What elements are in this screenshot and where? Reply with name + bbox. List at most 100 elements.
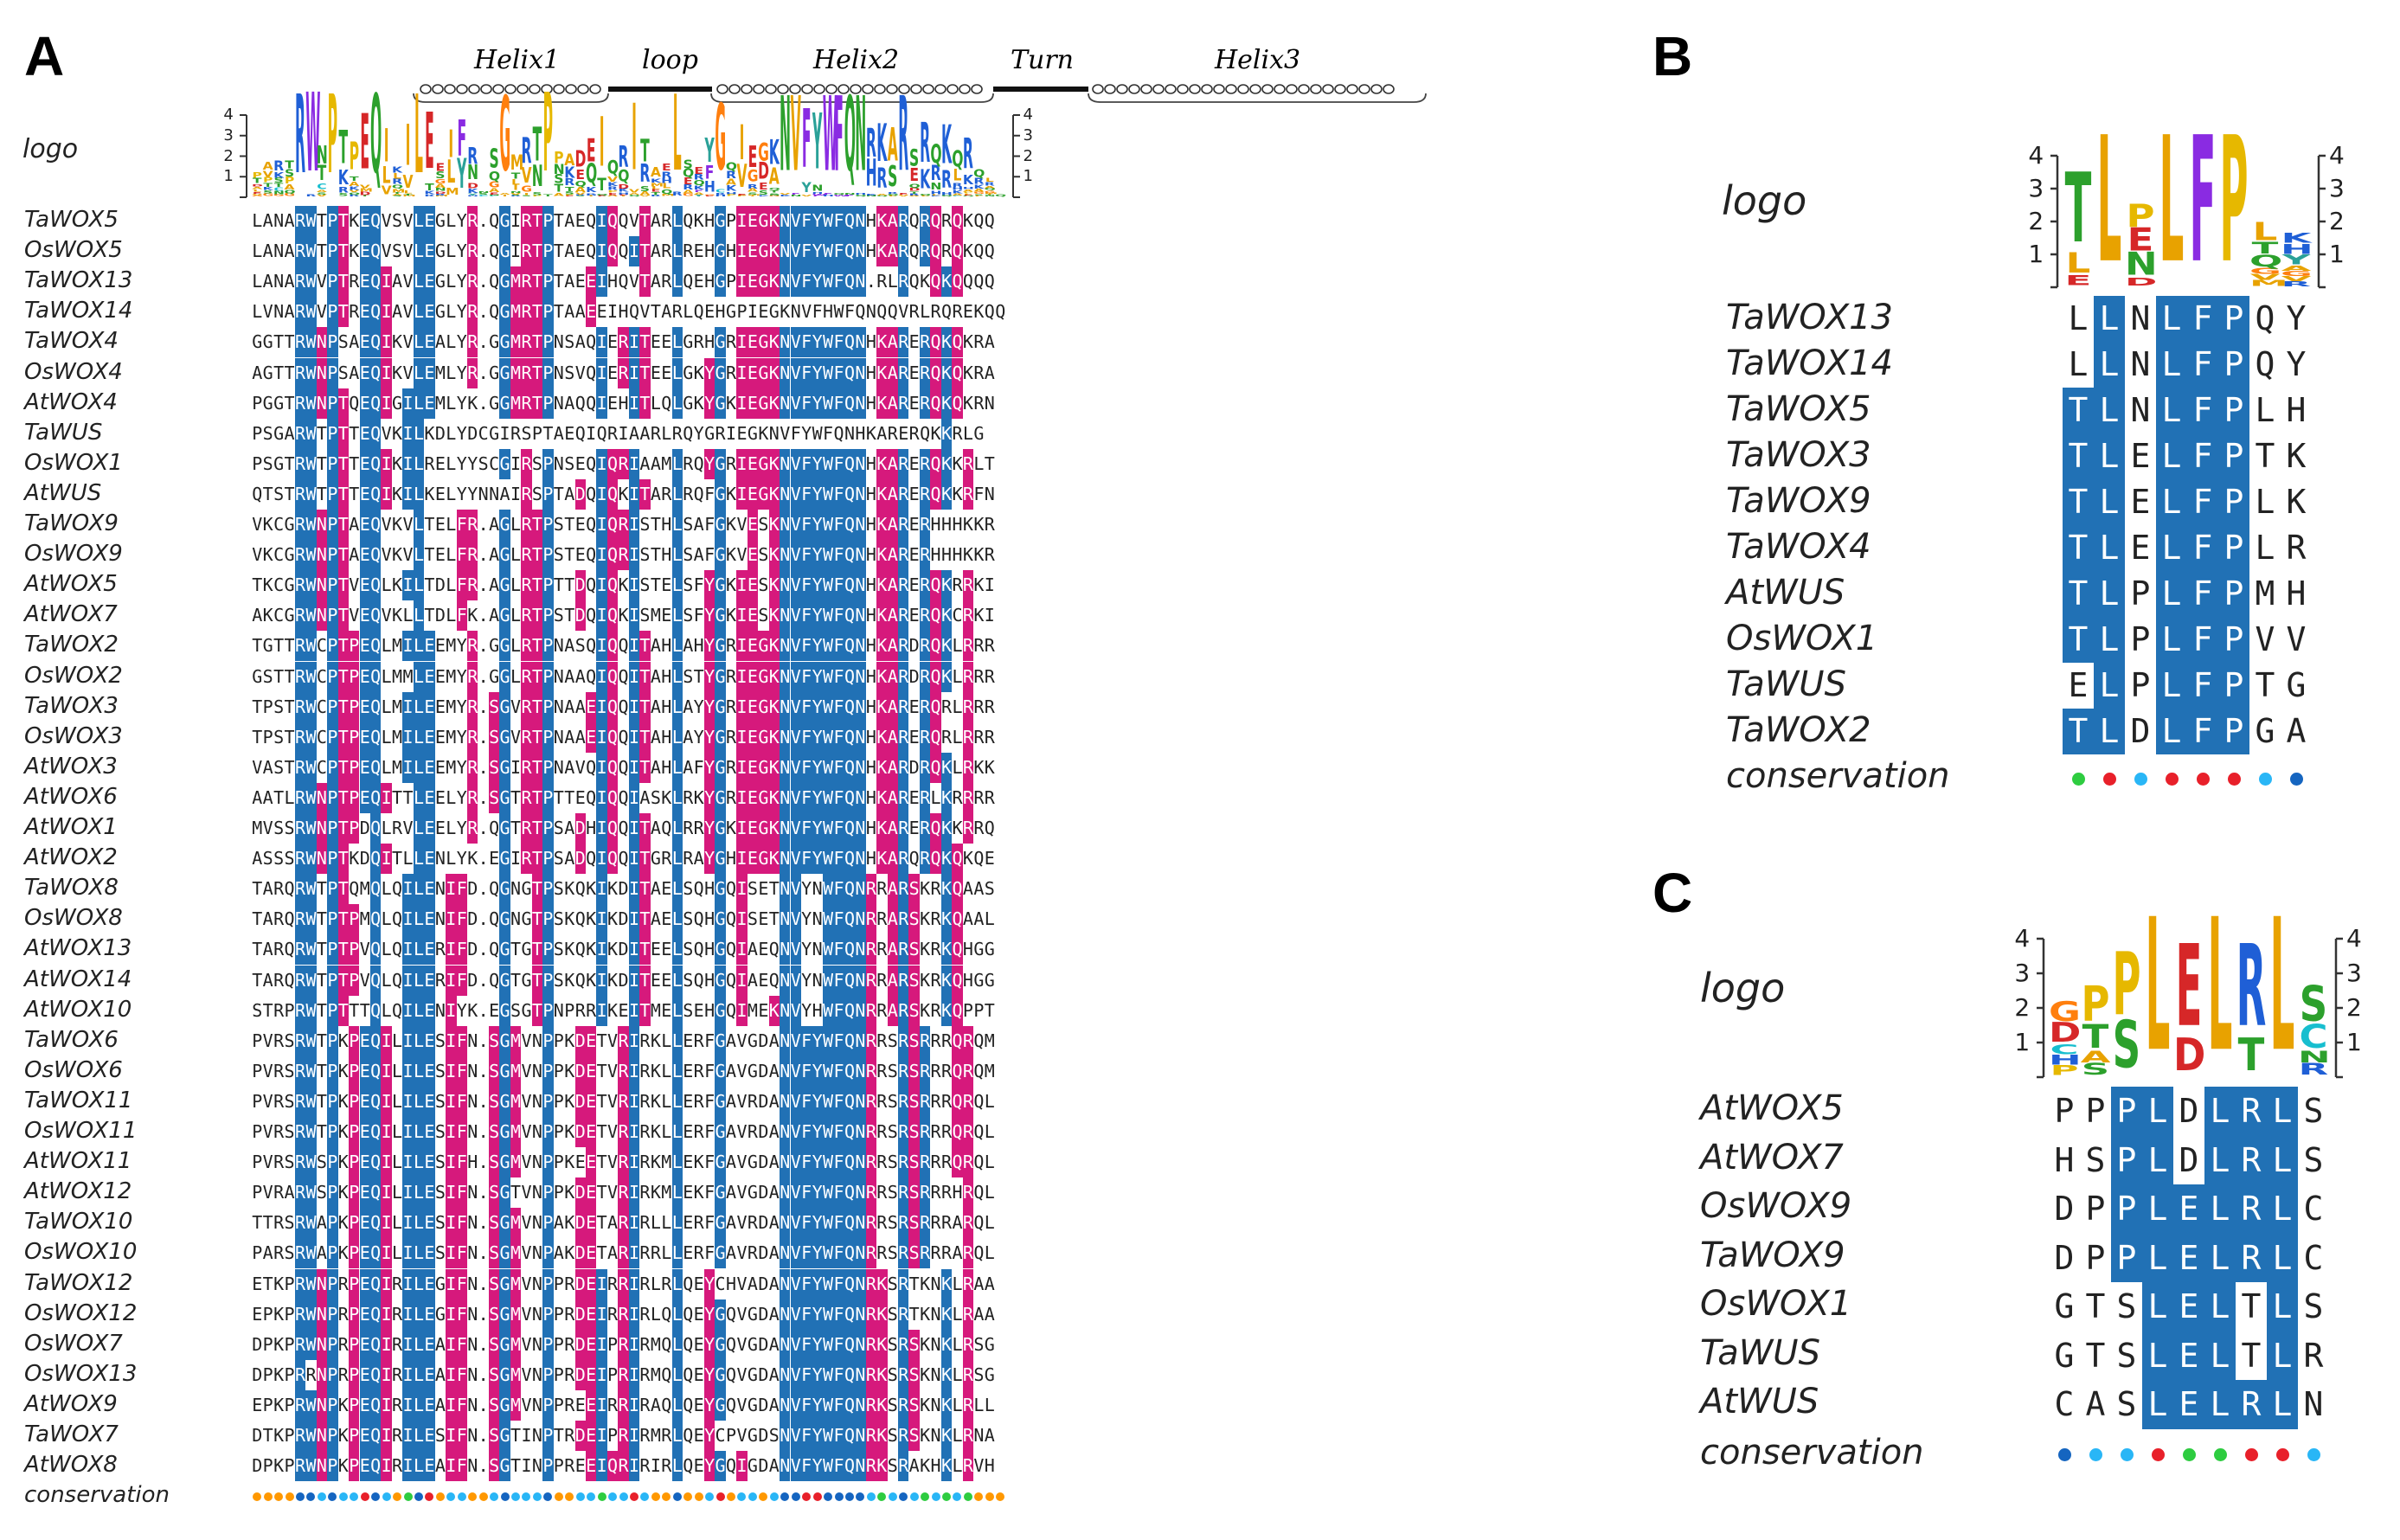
residue-cell: Y [703,570,716,601]
residue-cell: Y [703,1268,716,1299]
residue-cell: R [962,752,974,783]
residue-cell: T [531,813,543,844]
residue-cell: Y [693,696,704,717]
logo-letter: A [564,151,575,170]
helix-coil [1177,84,1189,94]
residue-cell: E [434,696,446,717]
residue-cell: G [499,1147,510,1178]
residue-cell: K [973,574,985,596]
residue-cell: L [984,1212,995,1234]
residue-cell: F [704,483,716,504]
residue-cell: Y [812,752,823,783]
residue-cell: S [887,1394,898,1415]
residue-cell: R [467,327,478,358]
residue-cell: L [671,722,683,753]
residue-cell: N [316,570,328,601]
residue-cell: K [876,540,888,571]
residue-cell: I [446,1056,457,1087]
conservation-dot [490,1492,499,1502]
residue-cell: P [349,752,360,783]
residue-cell: L [671,1056,683,1087]
residue-cell: S [488,1451,500,1482]
residue-cell: K [725,605,737,626]
helix-coil [1128,84,1140,94]
residue-cell: Q [369,540,382,571]
residue-cell: A [564,271,575,292]
logo-letter: V [801,194,812,198]
residue-cell: Q [844,1451,856,1482]
residue-cell: A [768,1242,780,1264]
helix-coil [1346,84,1358,94]
logo-letter: V [252,193,263,196]
residue-cell: Q [962,271,973,292]
residue-cell: M [510,1389,522,1421]
residue-cell: L [2267,1087,2298,1136]
residue-cell: Y [801,999,812,1021]
sequence-name: TaWOX14 [1726,343,1894,383]
residue-cell: E [693,1394,704,1415]
residue-cell: . [478,301,489,323]
residue-cell: S [908,1086,920,1117]
residue-cell: P [2054,1092,2075,1130]
residue-cell: F [800,357,812,388]
residue-cell: K [940,600,953,632]
residue-cell: P [349,1268,360,1299]
residue-cell: K [876,478,888,510]
helix-coil [1092,84,1104,94]
residue-cell: G [499,1329,510,1360]
residue-cell: L [2267,1282,2298,1331]
conservation-dot [629,1492,639,1502]
residue-cell: P [553,1030,564,1051]
residue-cell: F [800,844,812,875]
conservation-dot [565,1492,574,1502]
residue-cell: W [305,236,317,267]
residue-cell: I [381,1056,392,1087]
logo-letter: V [736,158,748,196]
residue-cell: W [822,1056,834,1087]
residue-cell: N [780,570,791,601]
residue-cell: I [402,1056,414,1087]
residue-cell [995,966,1005,996]
residue-cell: Q [844,1056,856,1087]
residue-cell: T [337,874,350,905]
residue-cell: R [564,1303,575,1325]
residue-cell: F [456,1451,467,1482]
residue-cell: A [984,331,995,353]
residue-cell: F [800,1056,812,1087]
residue-cell: G [715,691,726,722]
residue-cell: W [833,301,844,323]
residue-cell: E [585,1329,597,1360]
residue-cell: F [833,1299,844,1330]
residue-cell: E [424,1451,435,1482]
residue-cell: E [962,301,973,323]
residue-cell: R [725,756,737,778]
residue-cell: I [381,1359,392,1390]
residue-cell: L [413,934,425,966]
residue-cell: N [855,1299,866,1330]
residue-cell: Y [812,1359,823,1390]
conservation-dot [921,1492,930,1502]
residue-cell: F [456,1025,467,1056]
residue-cell: N [855,1086,866,1117]
residue-cell: P [553,1303,564,1325]
residue-cell: G [262,635,273,657]
residue-cell: L [413,965,425,996]
residue-cell: N [780,266,791,298]
residue-cell: Q [369,327,382,358]
residue-cell: N [780,1056,791,1087]
residue-cell: L [252,271,263,292]
logo-letter: I [523,192,529,196]
residue-cell: P [349,782,360,813]
residue-cell: C [316,696,327,717]
residue-cell: . [478,696,489,717]
logo-letter: L [985,176,994,183]
residue-cell: K [618,483,629,504]
residue-cell: G [768,301,780,323]
residue-cell: M [392,756,403,778]
residue-cell: I [381,1421,392,1452]
residue-cell: R [273,878,285,900]
residue-cell: D [574,1421,586,1452]
logo-letter: K [973,183,985,190]
residue-cell: S [639,605,651,626]
residue-cell: L [413,478,425,510]
